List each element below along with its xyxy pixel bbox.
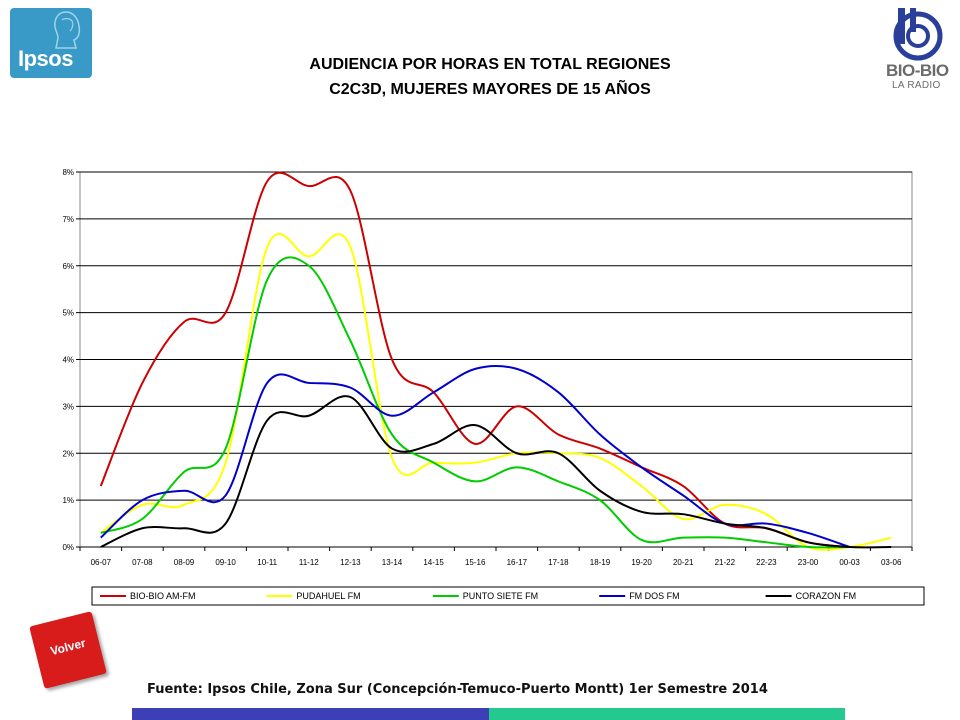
legend-box [91,586,925,606]
y-tick-labels: 0% 1% 2% 3% 4% 5% 6% 7% 8% [62,168,74,552]
biobio-logo-sub: LA RADIO [892,80,941,91]
legend-label: PUDAHUEL FM [296,591,360,601]
legend-label: PUNTO SIETE FM [463,591,538,601]
source-note: Fuente: Ipsos Chile, Zona Sur (Concepció… [147,682,768,697]
x-tick-label: 15-16 [465,558,486,567]
y-tick-label: 0% [62,543,74,552]
x-tick-label: 20-21 [673,558,694,567]
ipsos-logo-head-icon [54,11,81,49]
series-line-1 [99,171,850,548]
x-tick-label: 10-11 [257,558,277,567]
series-line-5 [100,395,892,549]
x-tick-labels: 06-07 07-08 08-09 09-10 10-11 11-12 12-13 13-14… [91,558,902,567]
x-tick-label: 11-12 [299,558,319,567]
x-tick-label: 13-14 [382,558,403,567]
footer-bar-blue [132,708,489,720]
x-tick-label: 14-15 [423,558,444,567]
ipsos-logo: Ipsos [10,8,92,78]
series-line-3 [100,256,850,549]
y-tick-label: 2% [62,449,74,458]
page-title-line2: C2C3D, MUJERES MAYORES DE 15 AÑOS [329,81,651,98]
ipsos-logo-text: Ipsos [18,46,73,71]
x-tick-label: 12-13 [340,558,361,567]
x-tick-label: 23-00 [798,558,819,567]
x-tick-label: 09-10 [215,558,236,567]
biobio-logo-name: BIO-BIO [886,61,949,80]
x-tick-label: 03-06 [881,558,902,567]
y-tick-label: 7% [62,215,74,224]
y-tick-label: 6% [62,262,74,271]
chart-grid [76,171,913,551]
back-button[interactable]: Volver [24,604,114,694]
x-tick-label: 00-03 [839,558,860,567]
x-tick-label: 06-07 [91,558,112,567]
x-tick-label: 07-08 [132,558,153,567]
x-tick-label: 17-18 [548,558,569,567]
y-tick-label: 1% [62,496,74,505]
legend-label: BIO-BIO AM-FM [130,591,196,601]
chart-legend: BIO-BIO AM-FM PUDAHUEL FM PUNTO SIETE FM FM… [91,586,925,606]
x-tick-label: 18-19 [590,558,611,567]
x-tick-label: 16-17 [507,558,528,567]
audience-line-chart: 0% 1% 2% 3% 4% 5% 6% 7% 8% 06-07 07-08 08-09 09-10 1… [62,168,925,606]
x-tick-label: 21-22 [715,558,736,567]
biobio-logo-mark-icon [893,8,943,61]
y-tick-label: 8% [62,168,74,177]
y-tick-label: 4% [62,356,74,365]
y-tick-label: 3% [62,402,74,411]
x-tick-label: 08-09 [174,558,195,567]
biobio-logo: BIO-BIO LA RADIO [880,6,954,98]
footer-bar-green [489,708,845,720]
page-title-line1: AUDIENCIA POR HORAS EN TOTAL REGIONES [309,56,671,73]
series-line-2 [100,232,892,551]
x-tick-label: 22-23 [756,558,777,567]
x-tick-label: 19-20 [631,558,652,567]
legend-label: FM DOS FM [629,591,680,601]
chart-series [99,171,892,551]
legend-label: CORAZON FM [796,591,857,601]
y-tick-label: 5% [62,309,74,318]
series-line-4 [100,364,850,548]
